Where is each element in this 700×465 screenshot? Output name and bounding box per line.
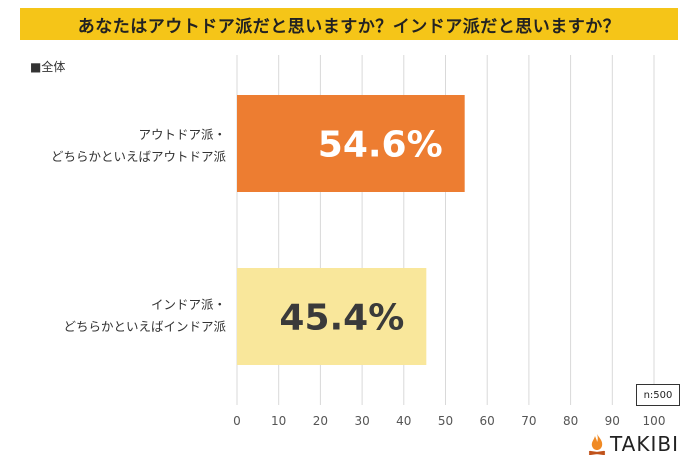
bar — [237, 95, 465, 192]
x-tick-label: 30 — [354, 414, 369, 428]
x-tick-label: 70 — [521, 414, 536, 428]
x-tick-label: 20 — [313, 414, 328, 428]
x-tick-label: 10 — [271, 414, 286, 428]
takibi-logo: TAKIBI — [588, 432, 679, 456]
x-tick-label: 50 — [438, 414, 453, 428]
chart-title: あなたはアウトドア派だと思いますか？インドア派だと思いますか？ — [77, 16, 621, 37]
category-label-indoor-line1: インドア派・ — [150, 297, 226, 312]
x-tick-label: 100 — [643, 414, 666, 428]
category-label-outdoor-line1: アウトドア派・ — [138, 127, 226, 142]
x-tick-label: 40 — [396, 414, 411, 428]
category-label-indoor-line2: どちらかといえばインドア派 — [63, 319, 226, 334]
sample-size-badge: n:500 — [636, 384, 680, 406]
title-bar: あなたはアウトドア派だと思いますか？インドア派だと思いますか？ — [20, 8, 678, 40]
bar-data-label: 45.4% — [279, 298, 404, 339]
campfire-icon — [588, 434, 606, 455]
category-label-outdoor: アウトドア派・ どちらかといえばアウトドア派 — [51, 124, 226, 168]
bar — [237, 268, 427, 365]
x-tick-label: 0 — [233, 414, 241, 428]
category-label-outdoor-line2: どちらかといえばアウトドア派 — [50, 149, 226, 164]
subset-label: ■全体 — [30, 60, 66, 74]
x-tick-label: 80 — [563, 414, 578, 428]
bar-data-label: 54.6% — [318, 125, 443, 166]
x-tick-label: 60 — [480, 414, 495, 428]
category-label-indoor: インドア派・ どちらかといえばインドア派 — [63, 294, 226, 338]
x-tick-label: 90 — [605, 414, 620, 428]
logo-text: TAKIBI — [610, 432, 679, 456]
